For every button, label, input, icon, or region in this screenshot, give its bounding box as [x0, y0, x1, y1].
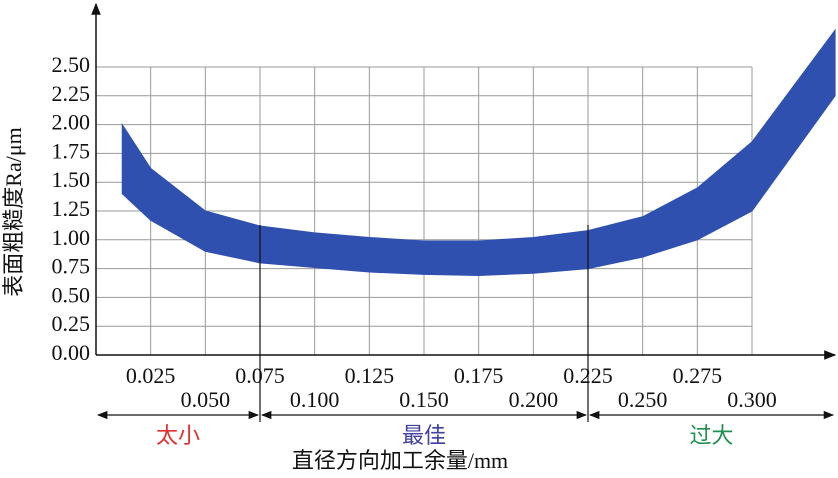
y-tick-label: 1.50: [52, 167, 91, 192]
region-label: 太小: [156, 423, 200, 448]
x-tick-label: 0.025: [126, 363, 176, 388]
x-tick-label: 0.050: [181, 387, 231, 412]
y-tick-label: 1.25: [52, 196, 91, 221]
y-tick-label: 0.25: [52, 311, 91, 336]
y-axis-title: 表面粗糙度Ra/μm: [1, 127, 26, 296]
x-tick-label: 0.300: [727, 387, 777, 412]
plot: [121, 28, 836, 277]
y-tick-label: 0.50: [52, 282, 91, 307]
x-axis-title: 直径方向加工余量/mm: [292, 448, 508, 473]
x-tick-label: 0.100: [290, 387, 340, 412]
region-label: 过大: [690, 423, 734, 448]
band-area: [121, 28, 836, 277]
x-tick-label: 0.275: [673, 363, 723, 388]
y-tick-label: 0.00: [52, 340, 91, 365]
y-tick-label: 1.75: [52, 138, 91, 163]
x-tick-label: 0.200: [509, 387, 559, 412]
y-tick-label: 2.50: [52, 52, 91, 77]
y-tick-label: 0.75: [52, 254, 91, 279]
y-tick-label: 2.25: [52, 81, 91, 106]
x-tick-label: 0.125: [345, 363, 395, 388]
y-tick-label: 1.00: [52, 225, 91, 250]
x-tick-label: 0.250: [618, 387, 668, 412]
x-tick-label: 0.150: [399, 387, 449, 412]
y-tick-label: 2.00: [52, 110, 91, 135]
x-tick-label: 0.175: [454, 363, 504, 388]
region-label: 最佳: [402, 423, 446, 448]
